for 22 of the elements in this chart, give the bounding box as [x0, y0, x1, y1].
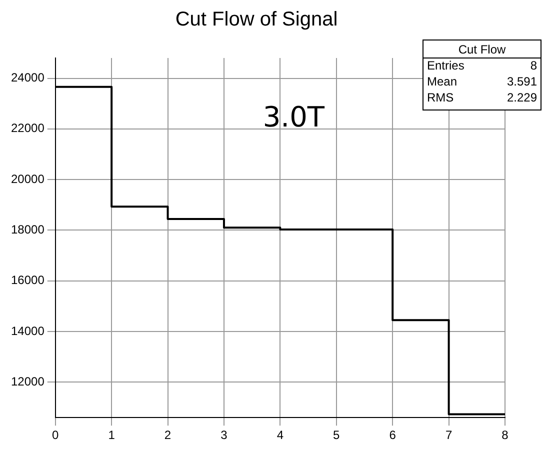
x-tick-label: 6	[389, 428, 396, 442]
x-tick-label: 7	[445, 428, 452, 442]
y-tick-label: 16000	[10, 273, 45, 288]
x-tick-label: 2	[164, 428, 172, 442]
text: Entries 8	[427, 58, 537, 72]
x-tick-label: 3	[220, 428, 228, 442]
chart-title: Cut Flow of Signal	[175, 8, 338, 31]
y-tick-label: 22000	[10, 121, 45, 136]
x-tick-label: 8	[502, 428, 509, 442]
x-tick-label: 5	[333, 428, 340, 442]
y-tick-label: 24000	[10, 70, 45, 85]
text: Cut Flow	[458, 42, 506, 56]
y-tick-label: 14000	[10, 324, 45, 338]
x-tick-label: 1	[108, 428, 116, 442]
text: RMS 2.229	[427, 90, 537, 104]
x-tick-label: 4	[276, 428, 284, 442]
y-tick-label: 12000	[10, 374, 45, 388]
y-tick-label: 18000	[10, 222, 45, 237]
y-tick-label: 20000	[10, 172, 45, 186]
x-tick-label: 0	[52, 428, 60, 442]
text: Mean 3.591	[427, 74, 537, 88]
annotation: 3.0T	[262, 100, 326, 134]
